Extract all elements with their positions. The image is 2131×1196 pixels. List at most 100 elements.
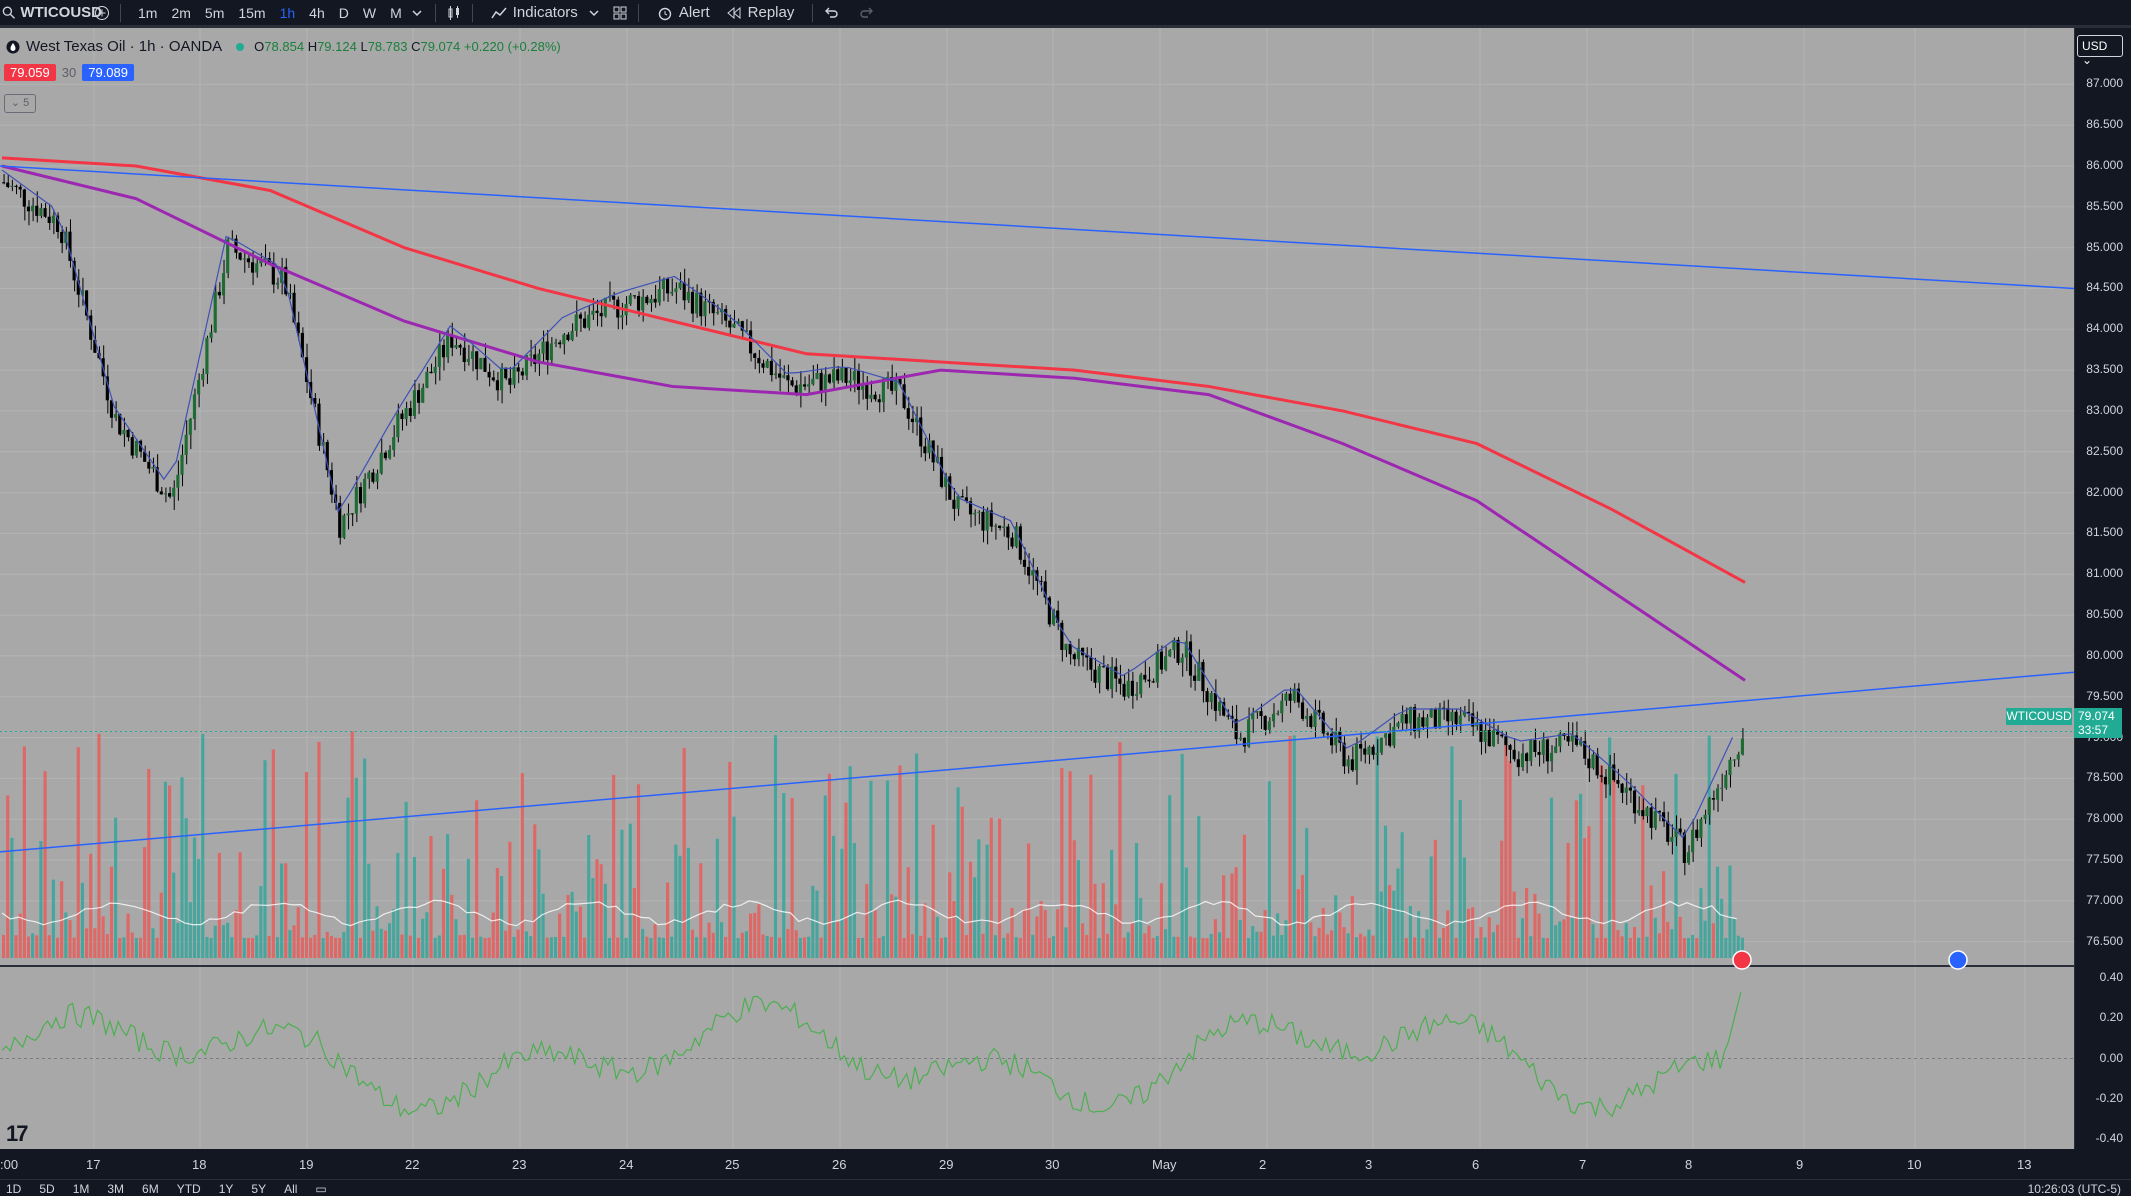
volume-bar — [1462, 857, 1466, 958]
candle-body — [60, 231, 64, 244]
candle-body — [238, 252, 242, 260]
chart-canvas[interactable] — [0, 28, 2075, 1149]
candle-body — [122, 429, 126, 435]
sell-button[interactable]: 79.059 — [4, 64, 56, 81]
volume-bar — [1446, 910, 1450, 958]
candle-body — [740, 321, 744, 331]
timeframe-1h[interactable]: 1h — [279, 4, 296, 21]
volume-bar — [1105, 933, 1110, 958]
calendar-icon[interactable]: ▭ — [315, 1182, 327, 1196]
range-1d[interactable]: 1D — [6, 1182, 22, 1196]
legend-title[interactable]: West Texas Oil · 1h · OANDA — [6, 38, 245, 55]
volume-bar — [1101, 883, 1105, 958]
volume-bar — [6, 795, 10, 958]
timeframe-5m[interactable]: 5m — [204, 4, 225, 21]
candle-body — [761, 363, 765, 368]
volume-bar — [1197, 816, 1201, 958]
volume-bar — [437, 935, 441, 958]
price-chart[interactable] — [0, 28, 2075, 1149]
earnings-event-icon — [1732, 950, 1752, 970]
range-5y[interactable]: 5Y — [251, 1182, 267, 1196]
add-symbol-icon[interactable] — [94, 5, 110, 21]
candle-body — [881, 378, 885, 403]
range-1m[interactable]: 1M — [72, 1182, 90, 1196]
candle-body — [1392, 726, 1396, 746]
candle-body — [1466, 711, 1471, 714]
candle-body — [1031, 570, 1035, 576]
timeframe-1m[interactable]: 1m — [138, 4, 158, 21]
candle-body — [1284, 693, 1288, 701]
range-5d[interactable]: 5D — [39, 1182, 55, 1196]
buy-button[interactable]: 79.089 — [82, 64, 134, 81]
chevron-down-icon[interactable] — [586, 5, 602, 21]
candle-body — [1155, 651, 1159, 683]
candle-body — [993, 525, 997, 527]
candle-body — [1479, 722, 1483, 742]
candle-body — [1039, 580, 1043, 582]
divider — [434, 3, 436, 22]
volume-bar — [1338, 912, 1342, 958]
currency-selector[interactable]: USD ⌄ — [2077, 35, 2123, 67]
candle-body — [433, 366, 437, 374]
candle-body — [670, 291, 674, 294]
volume-bar — [682, 747, 686, 958]
range-ytd[interactable]: YTD — [176, 1182, 201, 1196]
candle-body — [1076, 647, 1080, 660]
candle-body — [1487, 730, 1491, 747]
range-1y[interactable]: 1Y — [218, 1182, 234, 1196]
timeframe-15m[interactable]: 15m — [238, 4, 266, 21]
candle-body — [574, 314, 578, 331]
candle-body — [275, 282, 280, 285]
indicators-button[interactable]: Indicators — [483, 4, 586, 21]
candle-body — [437, 344, 441, 367]
time-axis[interactable]: :00 17 18 19 22 23 24 25 26 29 30 May 2 3 6 7 8 9 10 13 — [0, 1149, 2074, 1179]
candle-body — [143, 451, 147, 462]
volume-bar — [1213, 919, 1217, 958]
timeframe-d[interactable]: D — [338, 4, 349, 21]
candle-body — [1126, 680, 1130, 697]
undo-icon[interactable] — [823, 5, 839, 21]
candle-body — [221, 273, 226, 296]
range-3m[interactable]: 3M — [107, 1182, 125, 1196]
candle-body — [558, 342, 562, 345]
volume-bar — [1695, 937, 1699, 958]
volume-bar — [707, 922, 711, 958]
volume-bar — [1006, 933, 1010, 958]
candle-body — [902, 384, 906, 409]
candle-body — [354, 486, 358, 514]
symbol-search[interactable]: WTICOUSD — [0, 4, 102, 21]
replay-button[interactable]: Replay — [718, 4, 803, 21]
volume-bar — [865, 884, 869, 958]
candles-type-icon[interactable] — [446, 5, 462, 21]
volume-bar — [840, 848, 844, 958]
templates-grid-icon[interactable] — [612, 5, 628, 21]
volume-bar — [1097, 937, 1101, 958]
timeframe-w[interactable]: W — [362, 4, 377, 21]
chevron-down-icon[interactable] — [409, 5, 425, 21]
range-6m[interactable]: 6M — [142, 1182, 159, 1196]
candle-body — [1450, 711, 1454, 722]
volume-bar — [1114, 904, 1118, 958]
volume-bar — [960, 806, 964, 958]
candle-body — [890, 376, 894, 391]
volume-bar — [931, 824, 935, 958]
tradingview-logo-icon[interactable]: 17 — [6, 1121, 29, 1146]
price-axis-label: 79.500 — [2086, 688, 2123, 703]
alert-button[interactable]: Alert — [649, 4, 718, 21]
range-all[interactable]: All — [284, 1182, 298, 1196]
timeframe-4h[interactable]: 4h — [309, 4, 325, 21]
candle-body — [1205, 691, 1209, 703]
candle-body — [1533, 740, 1537, 753]
volume-bar — [1587, 826, 1591, 958]
symbol-label: WTICOUSD — [20, 4, 102, 21]
price-axis[interactable]: 87.000 86.500 86.000 85.500 85.000 84.500 84.0… — [2074, 28, 2131, 1149]
volume-bar — [1379, 891, 1383, 958]
candle-body — [553, 342, 558, 344]
timeframe-2m[interactable]: 2m — [171, 4, 191, 21]
volume-bar — [1056, 909, 1060, 958]
indicators-collapse-toggle[interactable]: ⌄ 5 — [4, 94, 36, 113]
redo-icon[interactable] — [859, 5, 875, 21]
volume-bar — [1010, 907, 1014, 958]
timeframe-m[interactable]: M — [390, 4, 402, 21]
volume-bar — [354, 777, 358, 958]
